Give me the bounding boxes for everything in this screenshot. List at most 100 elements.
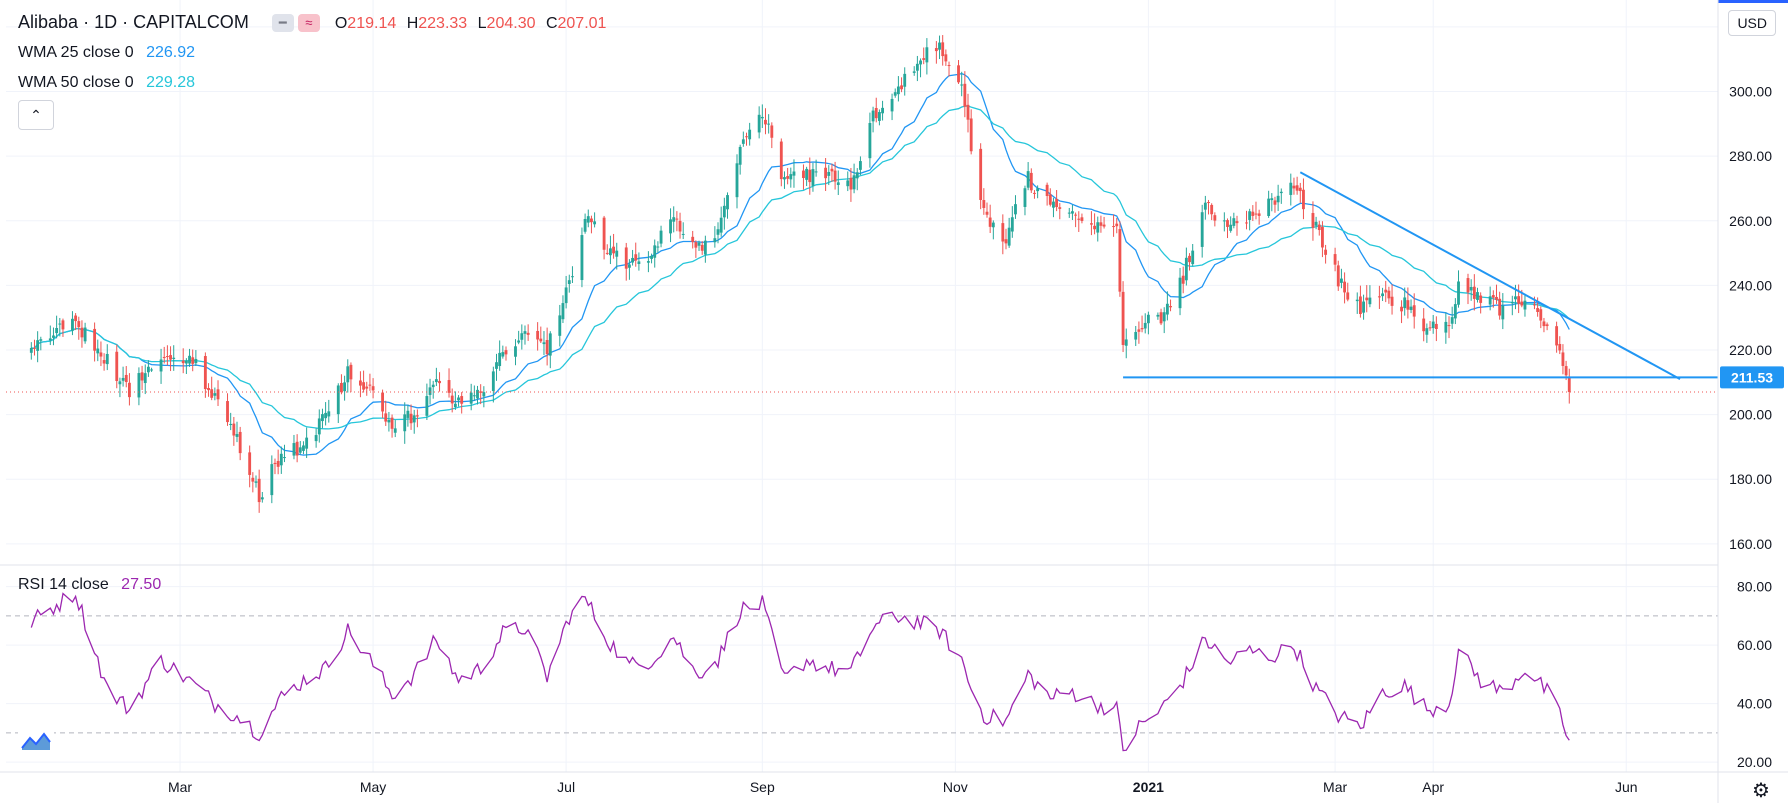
candle-body <box>979 148 983 200</box>
candle-body <box>121 377 125 381</box>
candle-body <box>1093 225 1097 230</box>
candle-body <box>210 389 214 398</box>
candle-body <box>146 366 150 373</box>
candle-body <box>476 389 479 399</box>
candle-body <box>675 218 679 220</box>
candle-body <box>1058 207 1062 209</box>
time-tick-label: Jul <box>557 779 575 795</box>
candle <box>409 404 413 430</box>
interval-separator: · <box>83 12 90 32</box>
time-axis[interactable]: Mar May Jul Sep Nov 2021 Mar Apr Jun <box>168 779 1638 795</box>
candle <box>1292 177 1296 195</box>
candle-body <box>251 477 255 482</box>
candle-body <box>1431 321 1435 329</box>
wma25-legend[interactable]: WMA 25 close 0 226.92 <box>18 44 195 62</box>
candle <box>327 399 331 423</box>
tradingview-logo-icon[interactable] <box>18 726 54 756</box>
price-tick-label: 280.00 <box>1729 148 1772 164</box>
candle <box>608 235 612 265</box>
candle-body <box>1517 296 1521 304</box>
candle-body <box>29 347 33 353</box>
candle-body <box>229 423 233 426</box>
candle-body <box>1229 224 1233 231</box>
candle <box>792 159 796 188</box>
candle <box>1121 281 1125 353</box>
candle-body <box>1200 212 1204 247</box>
candle-body <box>321 414 324 422</box>
candle <box>1434 316 1438 342</box>
currency-button[interactable]: USD <box>1728 10 1776 36</box>
low-key: L <box>477 15 487 32</box>
candle-body <box>393 428 397 433</box>
candle <box>1362 294 1365 320</box>
candle-body <box>1146 314 1150 324</box>
candle <box>561 295 565 324</box>
candle-body <box>292 443 296 456</box>
candle <box>539 326 543 344</box>
drawings[interactable]: 211.53 <box>6 171 1784 393</box>
candle <box>846 171 850 192</box>
candle-body <box>472 395 476 397</box>
candle-body <box>1425 328 1429 335</box>
candle-body <box>1080 217 1084 221</box>
candle-body <box>1498 298 1502 316</box>
candle <box>159 348 163 384</box>
candle <box>1270 193 1274 212</box>
candle <box>1124 328 1128 359</box>
wave-icon[interactable]: ≈ <box>297 14 320 33</box>
candle <box>1387 286 1391 304</box>
candle <box>1567 368 1571 404</box>
candle <box>748 122 752 146</box>
candle <box>1317 220 1321 236</box>
rsi-axis[interactable]: 20.00 40.00 60.00 80.00 <box>1737 579 1772 771</box>
candle-body <box>1358 296 1362 315</box>
price-axis[interactable]: 160.00 180.00 200.00 220.00 240.00 260.00 280.… <box>1729 19 1772 552</box>
candle-body <box>938 42 941 50</box>
candle <box>858 156 862 176</box>
rsi-legend[interactable]: RSI 14 close 27.50 <box>18 576 161 594</box>
candle <box>1045 182 1049 206</box>
interval[interactable]: 1D <box>94 12 118 32</box>
close-value: 207.01 <box>557 15 607 32</box>
candle-body <box>583 218 587 232</box>
candle <box>61 318 65 337</box>
candle <box>1093 213 1097 235</box>
candle-body <box>678 220 682 232</box>
candle-body <box>1178 277 1182 309</box>
wma50-legend[interactable]: WMA 50 close 0 229.28 <box>18 74 195 92</box>
candle-body <box>871 110 875 122</box>
candle <box>893 88 897 98</box>
candle <box>384 400 388 426</box>
candle <box>1365 285 1369 313</box>
candle <box>1181 266 1185 294</box>
collapse-legend-button[interactable]: ⌃ <box>18 100 54 130</box>
candle <box>387 411 391 432</box>
candle-body <box>564 287 568 304</box>
candle-body <box>691 236 695 243</box>
candle <box>944 49 948 66</box>
candle <box>127 373 131 406</box>
candle <box>77 316 81 340</box>
gear-icon[interactable]: ⚙ <box>1752 780 1770 802</box>
candle <box>150 367 153 372</box>
candle <box>115 344 119 389</box>
candle-body <box>1491 295 1495 298</box>
main-legend: Alibaba · 1D · CAPITALCOM ━ ≈ O219.14 H22… <box>18 12 612 33</box>
ohlc-values: O219.14 H223.33 L204.30 C207.01 <box>335 15 613 32</box>
symbol-name[interactable]: Alibaba <box>18 12 79 32</box>
candle <box>514 339 517 366</box>
candle-body <box>317 418 321 435</box>
candle <box>1447 316 1451 339</box>
candle-body <box>915 63 919 71</box>
candle-body <box>811 169 815 186</box>
candle-body <box>1292 185 1296 189</box>
eye-icon[interactable]: ━ <box>271 14 294 33</box>
candle-body <box>469 392 473 404</box>
candle-body <box>1377 296 1381 298</box>
candle <box>808 157 812 195</box>
candle-body <box>877 112 881 121</box>
candle <box>1469 279 1473 301</box>
candle-body <box>501 352 505 357</box>
candle-body <box>656 246 660 248</box>
